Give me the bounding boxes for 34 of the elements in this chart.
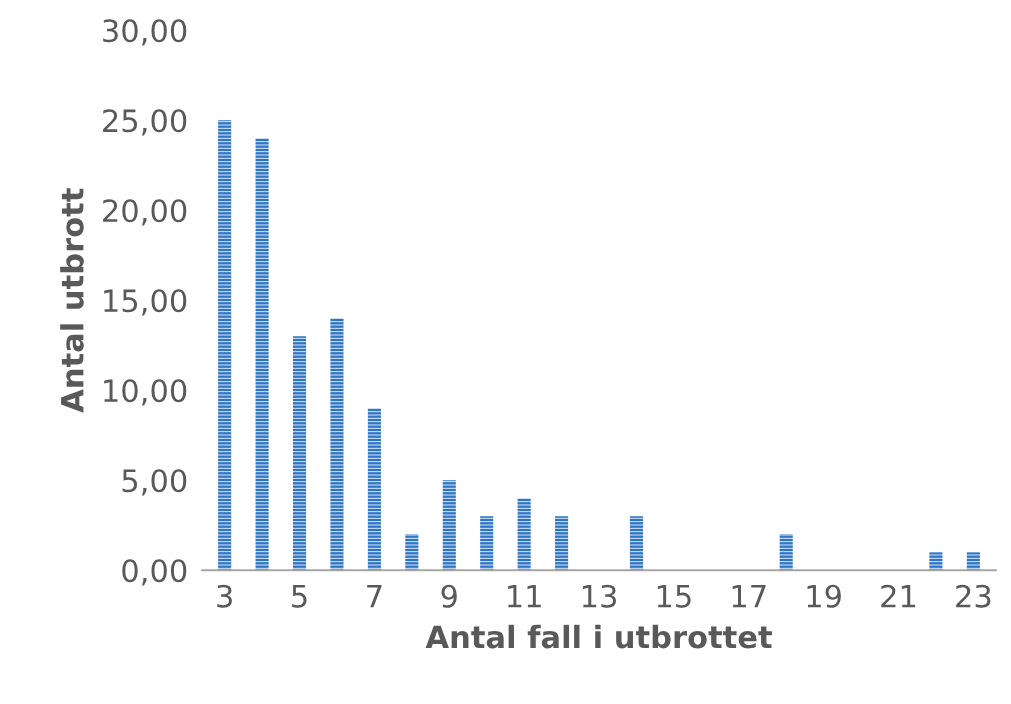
bar bbox=[405, 534, 419, 571]
bar bbox=[929, 552, 943, 571]
x-tick-label: 13 bbox=[582, 584, 617, 608]
x-tick-label: 7 bbox=[367, 585, 382, 608]
bar bbox=[629, 516, 643, 571]
bar bbox=[555, 516, 569, 571]
x-tick-label: 9 bbox=[441, 584, 457, 608]
y-axis-title: Antal utbrott bbox=[60, 188, 84, 413]
x-tick-label: 19 bbox=[807, 584, 841, 608]
x-tick-label: 5 bbox=[292, 585, 307, 608]
bar bbox=[517, 498, 531, 571]
bar bbox=[218, 120, 232, 571]
x-tick-label: 17 bbox=[732, 585, 766, 608]
y-tick-label: 10,00 bbox=[104, 379, 187, 406]
x-tick-label: 11 bbox=[508, 585, 541, 608]
y-tick-label: 0,00 bbox=[122, 559, 187, 586]
bar bbox=[779, 534, 793, 571]
bar bbox=[966, 552, 980, 571]
bar bbox=[330, 318, 344, 571]
bar bbox=[367, 408, 381, 571]
x-tick-label: 3 bbox=[217, 584, 232, 608]
x-tick-label: 23 bbox=[956, 584, 991, 608]
bar bbox=[480, 516, 494, 571]
bar bbox=[292, 336, 307, 571]
x-tick-label: 21 bbox=[881, 584, 916, 608]
x-axis-title: Antal fall i utbrottet bbox=[425, 624, 772, 649]
x-tick-label: 15 bbox=[657, 585, 691, 608]
bar bbox=[255, 138, 269, 571]
y-tick-label: 20,00 bbox=[103, 199, 187, 226]
bar bbox=[442, 480, 456, 571]
y-tick-label: 25,00 bbox=[103, 109, 187, 136]
y-tick-label: 30,00 bbox=[103, 19, 187, 46]
y-tick-label: 5,00 bbox=[122, 469, 187, 496]
y-tick-label: 15,00 bbox=[104, 289, 187, 316]
